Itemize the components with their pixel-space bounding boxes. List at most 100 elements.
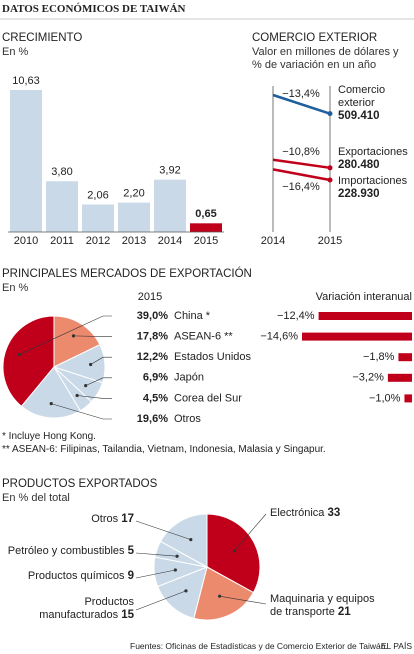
leader-line <box>90 356 112 365</box>
subtitle: En % del total <box>2 492 70 504</box>
series-label: Exportaciones 280.480 <box>338 146 412 172</box>
bar <box>10 90 42 232</box>
footnote: * Incluye Hong Kong. <box>2 431 96 442</box>
leader-dot <box>173 568 177 572</box>
leader-line <box>135 569 176 579</box>
category-label: Japón <box>174 372 204 384</box>
change-label: −12,4% <box>277 310 315 322</box>
change-bar <box>302 332 412 341</box>
change-bar <box>318 312 412 320</box>
value-label: 5 <box>127 545 134 557</box>
bar <box>154 179 186 232</box>
value-label: 2,06 <box>87 189 108 201</box>
category-label: China * <box>174 310 211 322</box>
footnote: ** ASEAN-6: Filipinas, Tailandia, Vietna… <box>2 444 326 455</box>
x-tick-label: 2014 <box>158 235 182 247</box>
change-title: Variación interanual <box>316 291 412 303</box>
series-name: Importaciones <box>338 175 408 187</box>
leader-line <box>135 590 187 611</box>
change-label: −3,2% <box>352 372 384 384</box>
series-line <box>272 158 331 170</box>
leader-line <box>135 552 178 557</box>
year-label: 2015 <box>138 291 162 303</box>
pie-slice <box>159 513 208 568</box>
value-label: 10,63 <box>12 75 40 87</box>
series-line <box>272 168 331 182</box>
category-label: Electrónica <box>270 507 325 519</box>
leader-line <box>234 513 267 552</box>
end-marker <box>327 111 333 117</box>
leader-line <box>19 315 112 355</box>
change-label: −1,0% <box>369 392 401 404</box>
change-bar <box>404 394 412 403</box>
leader-dot <box>184 589 188 593</box>
change-label: −1,8% <box>363 351 395 363</box>
category-label: Corea del Sur <box>174 392 242 404</box>
pie-slice <box>206 513 261 594</box>
value-label: 39,0% <box>137 310 168 322</box>
value-label: 15 <box>121 609 134 621</box>
change-label: −14,6% <box>260 331 298 343</box>
slice-label: Productos químicos 9 <box>28 570 134 583</box>
section-title: CRECIMIENTO <box>2 32 83 44</box>
category-label: Otros <box>91 513 119 525</box>
bar <box>190 223 222 232</box>
subtitle: En % <box>2 46 29 58</box>
series-value: 509.410 <box>338 110 380 122</box>
value-label: 9 <box>127 570 134 582</box>
change-label: −16,4% <box>282 181 320 193</box>
slice-label: Maquinaria y equipos de transporte 21 <box>270 593 380 619</box>
leader-dot <box>49 402 53 406</box>
pie-slice <box>53 315 101 368</box>
bar <box>118 202 150 232</box>
slice-label: Productos manufacturados 15 <box>34 596 134 622</box>
category-label: Otros <box>174 413 201 425</box>
leader-line <box>77 395 112 399</box>
leader-line <box>219 595 267 605</box>
category-label: ASEAN-6 ** <box>174 331 233 343</box>
section-title: COMERCIO EXTERIOR <box>252 32 378 44</box>
end-marker <box>327 177 333 183</box>
value-label: 0,65 <box>195 208 216 220</box>
pie-slice <box>157 566 208 619</box>
value-label: 33 <box>327 507 341 519</box>
x-tick-label: 2015 <box>194 235 218 247</box>
page-title: DATOS ECONÓMICOS DE TAIWÁN <box>2 3 186 15</box>
leader-dot <box>189 538 193 542</box>
value-label: 6,9% <box>143 372 168 384</box>
x-tick-label: 2011 <box>50 235 74 247</box>
leader-dot <box>75 393 79 398</box>
change-label: −10,8% <box>282 146 320 158</box>
leader-dot <box>232 549 236 553</box>
series-name: Comercio exterior <box>338 84 386 109</box>
x-tick-label: 2013 <box>122 235 146 247</box>
slice-label: Electrónica 33 <box>270 507 340 520</box>
pie-slice <box>20 366 81 419</box>
value-label: 17 <box>121 513 134 525</box>
series-value: 228.930 <box>338 188 380 200</box>
leader-line <box>73 335 112 337</box>
x-tick-label: 2014 <box>261 235 285 247</box>
series-label: Importaciones 228.930 <box>338 175 412 201</box>
pie-slice <box>2 315 55 408</box>
section-title: PRODUCTOS EXPORTADOS <box>2 478 158 490</box>
bar <box>82 204 114 232</box>
value-label: 3,92 <box>159 165 180 177</box>
slice-label: Petróleo y combustibles 5 <box>8 545 134 558</box>
value-label: 3,80 <box>51 166 72 178</box>
value-label: 4,5% <box>143 392 168 404</box>
leader-line <box>135 520 191 540</box>
leader-dot <box>175 554 179 558</box>
pie-slice <box>193 566 255 621</box>
category-label: Productos químicos <box>27 570 125 582</box>
leader-dot <box>17 352 22 357</box>
value-label: 17,8% <box>137 331 168 343</box>
change-label: −13,4% <box>282 88 320 100</box>
value-label: 2,20 <box>123 188 144 200</box>
end-marker <box>327 165 333 171</box>
value-label: 19,6% <box>137 413 168 425</box>
leader-dot <box>218 594 222 598</box>
leader-line <box>51 403 112 420</box>
